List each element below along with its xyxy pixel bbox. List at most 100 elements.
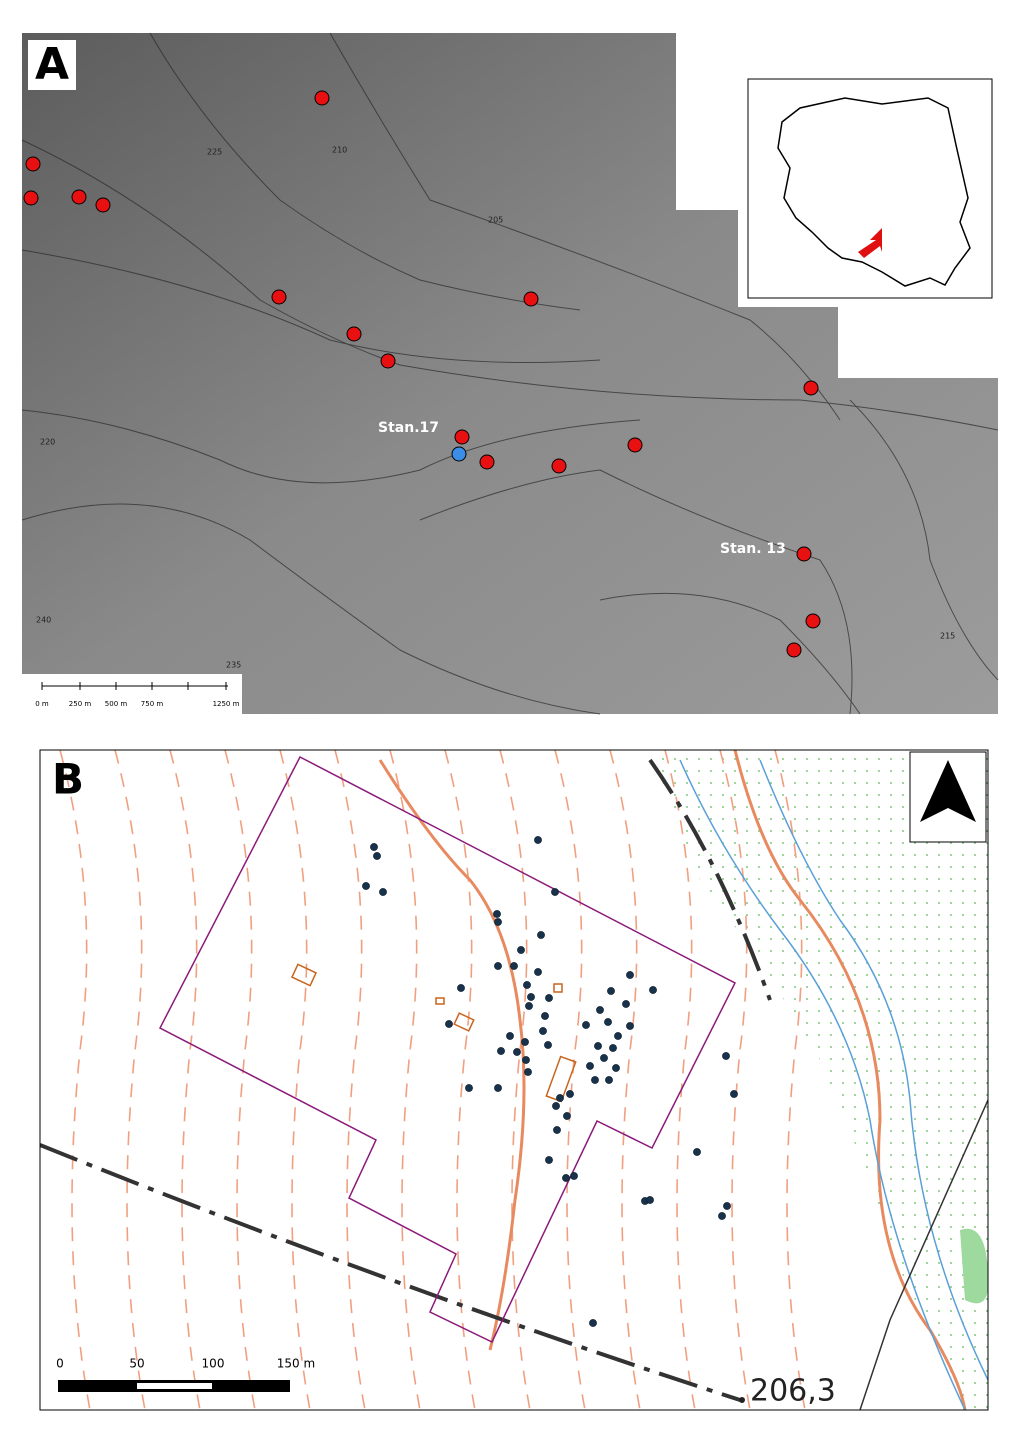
find-point bbox=[556, 1094, 564, 1102]
sites bbox=[23, 90, 821, 658]
find-point bbox=[589, 1319, 597, 1327]
contour-line bbox=[114, 750, 146, 1410]
panel-b: B 0 50 100 150 m 206,3 bbox=[39, 749, 989, 1411]
site-marker bbox=[479, 454, 495, 470]
find-point bbox=[545, 1156, 553, 1164]
scale-label: 750 m bbox=[141, 700, 164, 708]
finds bbox=[362, 836, 738, 1327]
site-marker bbox=[25, 156, 41, 172]
find-point bbox=[522, 1056, 530, 1064]
site-marker bbox=[23, 190, 39, 206]
contour-line bbox=[21, 139, 999, 431]
find-point bbox=[506, 1032, 514, 1040]
find-point bbox=[524, 1068, 532, 1076]
scale-label: 150 m bbox=[277, 1357, 315, 1371]
find-point bbox=[494, 962, 502, 970]
find-point bbox=[614, 1032, 622, 1040]
find-point bbox=[596, 1006, 604, 1014]
site-marker bbox=[523, 291, 539, 307]
contour-line bbox=[719, 750, 751, 1410]
contour-line bbox=[169, 750, 201, 1410]
elevation-point bbox=[739, 1397, 745, 1403]
find-point bbox=[586, 1062, 594, 1070]
site-marker-highlight bbox=[451, 446, 467, 462]
find-point bbox=[510, 962, 518, 970]
contour-label: 210 bbox=[332, 146, 347, 155]
find-point bbox=[373, 852, 381, 860]
find-point bbox=[626, 971, 634, 979]
site-marker bbox=[271, 289, 287, 305]
map-content bbox=[40, 750, 988, 1410]
site-marker bbox=[71, 189, 87, 205]
scale-bar-segment bbox=[137, 1383, 212, 1389]
contour-line bbox=[21, 249, 601, 363]
elevation-label: 206,3 bbox=[750, 1374, 836, 1409]
find-point bbox=[539, 1027, 547, 1035]
site-marker bbox=[803, 380, 819, 396]
find-point bbox=[551, 888, 559, 896]
road bbox=[859, 1099, 988, 1410]
contour-line bbox=[849, 399, 999, 681]
contour-line bbox=[664, 750, 696, 1410]
contour-lines bbox=[21, 32, 999, 715]
find-point bbox=[513, 1048, 521, 1056]
contour-line bbox=[149, 32, 581, 311]
contour-label: 240 bbox=[36, 616, 51, 625]
scale-label: 500 m bbox=[105, 700, 128, 708]
find-point bbox=[537, 931, 545, 939]
country-outline bbox=[777, 97, 971, 287]
scale-label: 50 bbox=[129, 1357, 144, 1371]
contour-line bbox=[774, 750, 806, 1410]
find-point bbox=[591, 1076, 599, 1084]
scale-label: 100 bbox=[202, 1357, 225, 1371]
contour-label: 215 bbox=[940, 632, 955, 641]
find-point bbox=[541, 1012, 549, 1020]
contour-line bbox=[499, 750, 531, 1410]
site-label: Stan. 13 bbox=[720, 541, 786, 557]
site-marker bbox=[805, 613, 821, 629]
contour-line bbox=[609, 750, 641, 1410]
site-marker bbox=[314, 90, 330, 106]
find-point bbox=[379, 888, 387, 896]
site-marker bbox=[95, 197, 111, 213]
find-point bbox=[609, 1044, 617, 1052]
contour-line bbox=[21, 503, 601, 715]
find-point bbox=[570, 1172, 578, 1180]
panel-label: B bbox=[52, 755, 84, 804]
find-point bbox=[362, 882, 370, 890]
north-arrow bbox=[920, 760, 976, 822]
features bbox=[290, 963, 577, 1103]
find-point bbox=[521, 1038, 529, 1046]
scale-label: 0 m bbox=[35, 700, 49, 708]
hillshade-map bbox=[22, 33, 998, 714]
site-marker bbox=[454, 429, 470, 445]
site-marker bbox=[346, 326, 362, 342]
find-point bbox=[600, 1054, 608, 1062]
find-point bbox=[604, 1018, 612, 1026]
find-point bbox=[626, 1022, 634, 1030]
contour-line bbox=[334, 750, 366, 1410]
vegetation-area bbox=[650, 750, 988, 1410]
contour-label: 220 bbox=[40, 438, 55, 447]
find-point bbox=[517, 946, 525, 954]
find-point bbox=[594, 1042, 602, 1050]
find-point bbox=[718, 1212, 726, 1220]
site-marker bbox=[796, 546, 812, 562]
contour-line bbox=[599, 592, 861, 715]
panel-a: A 225 210 205 220 240 235 215 Stan.17 St… bbox=[21, 32, 999, 715]
contour-line bbox=[21, 409, 641, 484]
find-point bbox=[649, 986, 657, 994]
find-point bbox=[370, 843, 378, 851]
find-point bbox=[612, 1064, 620, 1072]
contour-label: 235 bbox=[226, 661, 241, 670]
contour-line bbox=[329, 32, 841, 421]
contour-line bbox=[419, 469, 853, 715]
find-point bbox=[607, 987, 615, 995]
find-point bbox=[552, 1102, 560, 1110]
panel-label: A bbox=[35, 39, 69, 90]
contour-line bbox=[279, 750, 311, 1410]
find-point bbox=[553, 1126, 561, 1134]
green-patch bbox=[960, 1228, 988, 1304]
find-point bbox=[445, 1020, 453, 1028]
